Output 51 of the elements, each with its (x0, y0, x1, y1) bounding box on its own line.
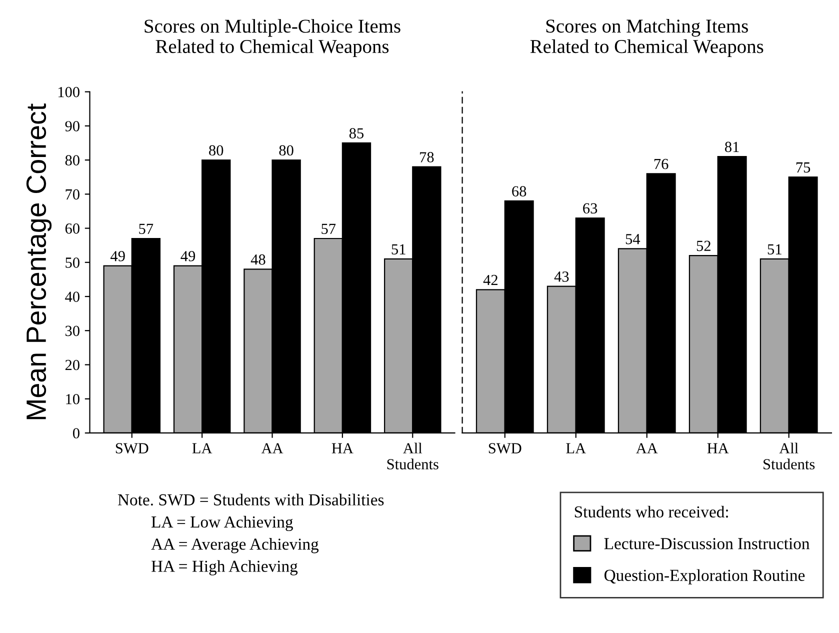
legend-title: Students who received: (574, 506, 728, 518)
chart-title: Scores on Matching Items Related to Chemical Weapons (530, 19, 764, 58)
data-label: 48 (250, 254, 266, 265)
data-label: 75 (796, 162, 810, 173)
data-label: 54 (626, 234, 640, 244)
data-label: 43 (554, 272, 569, 282)
data-label: 49 (110, 251, 125, 262)
data-label: 49 (180, 251, 196, 262)
y-axis-title: Mean Percentage Correct (26, 104, 52, 420)
y-tick-label: 60 (65, 223, 80, 234)
x-tick-label: All Students (764, 442, 815, 470)
x-tick-label: SWD (116, 443, 148, 454)
data-label: 85 (349, 128, 364, 138)
x-tick-label: AA (636, 443, 658, 454)
y-tick-label: 70 (66, 189, 80, 200)
y-tick-label: 100 (58, 86, 80, 98)
data-label: 81 (725, 142, 739, 152)
chart-title: Scores on Multiple-Choice Items Related to Chemical Weapons (144, 19, 400, 58)
data-label: 76 (654, 158, 668, 170)
y-tick-label: 90 (65, 121, 80, 132)
x-tick-label: SWD (488, 443, 522, 454)
data-label: 42 (483, 274, 498, 286)
data-label: 78 (420, 152, 434, 162)
x-tick-label: AA (261, 443, 284, 454)
data-label: 80 (279, 145, 294, 156)
text: AA = Average Achieving (151, 538, 319, 554)
x-tick-label: HA (332, 443, 354, 454)
x-tick-label: HA (707, 443, 729, 454)
x-tick-label: LA (192, 443, 212, 454)
x-tick-label: LA (566, 443, 586, 454)
data-label: 57 (322, 224, 336, 234)
y-tick-label: 50 (66, 258, 80, 268)
data-label: 52 (696, 240, 710, 252)
data-label: 63 (583, 203, 598, 214)
text: Note. SWD = Students with Disabilities (118, 494, 384, 506)
text: LA = Low Achieving (152, 516, 293, 532)
data-label: 68 (512, 186, 526, 196)
text: HA = High Achieving (152, 560, 298, 576)
legend-label: Question-Exploration Routine (604, 569, 805, 584)
data-label: 51 (768, 244, 782, 254)
data-label: 57 (139, 224, 154, 234)
y-tick-label: 20 (65, 360, 80, 370)
y-tick-label: 40 (65, 292, 80, 302)
y-tick-label: 0 (72, 428, 80, 438)
x-tick-label: All Students (387, 442, 438, 470)
data-label: 51 (392, 244, 406, 254)
y-tick-label: 80 (65, 155, 80, 166)
data-label: 80 (209, 145, 224, 156)
legend-label: Lecture-Discussion Instruction (604, 538, 810, 550)
y-tick-label: 30 (66, 326, 80, 336)
y-tick-label: 10 (66, 394, 80, 404)
